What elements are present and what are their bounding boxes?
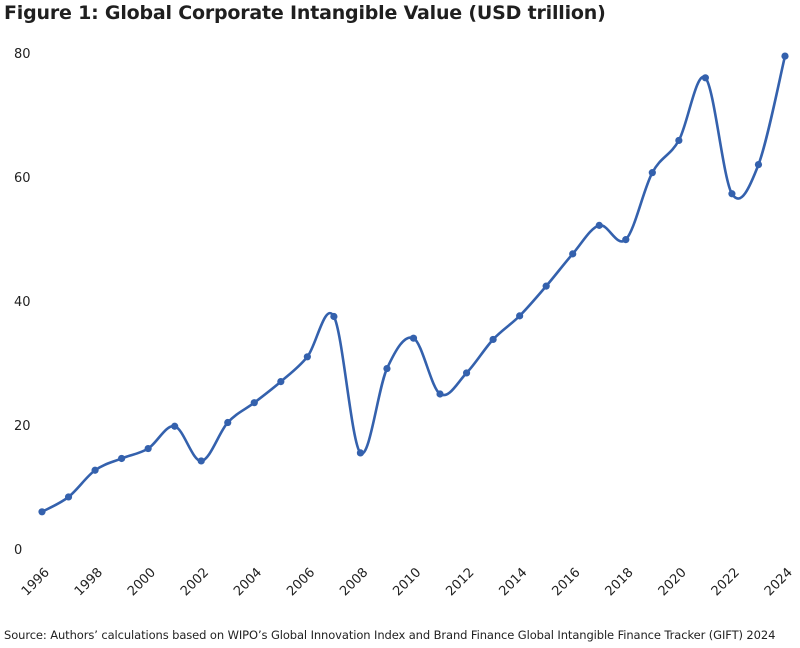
x-tick-label: 2012 xyxy=(443,565,477,599)
x-tick-label: 2018 xyxy=(603,565,637,599)
data-point xyxy=(64,493,73,501)
x-tick-label: 1996 xyxy=(19,565,53,599)
x-tick-label: 2006 xyxy=(284,565,318,599)
data-point xyxy=(754,161,763,169)
source-note: Source: Authors’ calculations based on W… xyxy=(4,628,776,642)
data-point xyxy=(409,334,418,342)
data-point xyxy=(91,466,99,474)
x-tick-label: 2014 xyxy=(496,565,530,599)
y-tick-label: 40 xyxy=(14,295,31,310)
x-tick-label: 2008 xyxy=(337,565,371,599)
y-tick-label: 0 xyxy=(14,543,22,558)
x-tick-label: 2022 xyxy=(709,565,743,599)
data-point xyxy=(250,399,258,407)
series-line xyxy=(40,54,787,514)
data-point xyxy=(38,508,46,516)
data-point xyxy=(171,422,179,430)
data-point xyxy=(330,312,338,321)
data-point xyxy=(277,378,285,386)
data-point xyxy=(622,236,630,244)
data-point xyxy=(383,364,391,373)
y-tick-label: 80 xyxy=(14,47,31,62)
x-tick-label: 2020 xyxy=(656,565,690,599)
x-tick-label: 2004 xyxy=(231,565,265,599)
x-tick-label: 2024 xyxy=(762,565,796,599)
data-point xyxy=(781,52,789,60)
data-point xyxy=(489,335,497,344)
data-point xyxy=(675,136,683,145)
x-tick-label: 1998 xyxy=(72,565,106,599)
data-point xyxy=(648,169,656,177)
chart-title: Figure 1: Global Corporate Intangible Va… xyxy=(4,2,606,24)
data-point xyxy=(436,390,444,398)
data-point xyxy=(516,312,524,320)
x-tick-label: 2016 xyxy=(550,565,584,599)
data-point xyxy=(728,190,736,198)
y-tick-label: 60 xyxy=(14,171,31,186)
data-point xyxy=(542,282,550,290)
x-tick-label: 2000 xyxy=(125,565,159,599)
data-point xyxy=(462,369,471,377)
x-tick-label: 2002 xyxy=(178,565,212,599)
data-point xyxy=(224,418,232,427)
data-point xyxy=(144,444,152,453)
data-point xyxy=(303,353,311,361)
data-point xyxy=(356,449,365,457)
data-point xyxy=(595,221,603,229)
data-point xyxy=(569,250,577,258)
data-point xyxy=(701,74,709,82)
x-tick-label: 2010 xyxy=(390,565,424,599)
data-point xyxy=(118,454,126,463)
y-tick-label: 20 xyxy=(14,419,31,434)
data-point xyxy=(197,457,205,465)
